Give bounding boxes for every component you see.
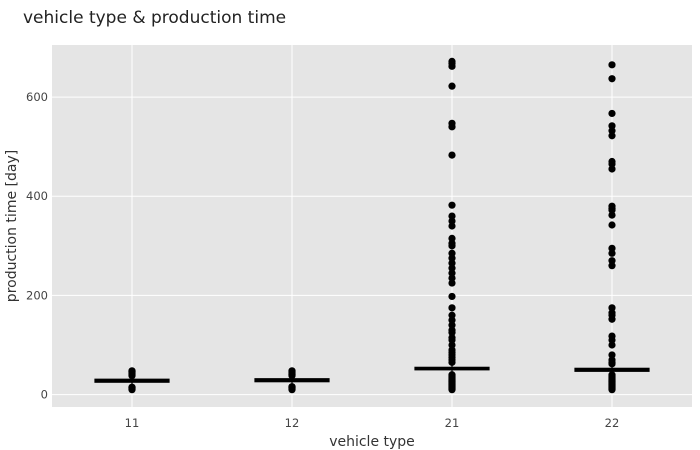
outlier-point bbox=[288, 383, 296, 391]
outlier-point bbox=[448, 249, 456, 257]
outlier-point bbox=[608, 127, 616, 135]
x-tick-label: 12 bbox=[285, 416, 300, 430]
y-tick-label: 200 bbox=[26, 288, 48, 302]
y-tick-label: 0 bbox=[41, 388, 48, 402]
outlier-point bbox=[608, 122, 616, 130]
y-tick-labels: 0 200 400 600 bbox=[26, 90, 48, 402]
outlier-point bbox=[448, 316, 456, 324]
outlier-point bbox=[448, 254, 456, 262]
outlier-point bbox=[608, 341, 616, 349]
outlier-point bbox=[608, 351, 616, 359]
x-tick-label: 22 bbox=[605, 416, 620, 430]
outlier-point bbox=[608, 332, 616, 340]
x-tick-label: 11 bbox=[125, 416, 140, 430]
y-tick-label: 600 bbox=[26, 90, 48, 104]
y-axis-title: production time [day] bbox=[4, 150, 20, 302]
outlier-point bbox=[608, 157, 616, 166]
outlier-point bbox=[448, 311, 456, 319]
outlier-point bbox=[608, 244, 616, 252]
outlier-point bbox=[448, 234, 456, 242]
outlier-point bbox=[608, 304, 616, 312]
outlier-point bbox=[448, 346, 456, 354]
outlier-point bbox=[608, 257, 616, 265]
outlier-point bbox=[448, 212, 456, 220]
gridlines bbox=[52, 45, 692, 407]
outlier-point bbox=[288, 367, 296, 375]
outlier-point bbox=[448, 201, 456, 209]
outlier-point bbox=[448, 274, 456, 282]
outlier-point bbox=[608, 356, 616, 364]
outlier-point bbox=[608, 61, 616, 69]
outlier-point bbox=[448, 279, 456, 287]
y-tick-label: 400 bbox=[26, 189, 48, 203]
outlier-point bbox=[448, 304, 456, 312]
plot-panel bbox=[52, 45, 692, 407]
outlier-point bbox=[608, 221, 616, 229]
outlier-point bbox=[448, 82, 456, 90]
outlier-point bbox=[128, 367, 136, 375]
chart-title: vehicle type & production time bbox=[23, 8, 286, 28]
outlier-point bbox=[448, 326, 456, 334]
outlier-point bbox=[448, 259, 456, 267]
outlier-point bbox=[448, 371, 456, 379]
outlier-point bbox=[608, 309, 616, 317]
outlier-point bbox=[608, 165, 616, 173]
outlier-point bbox=[448, 333, 456, 342]
outlier-point bbox=[448, 151, 456, 159]
outlier-point bbox=[448, 341, 456, 349]
outlier-point bbox=[608, 249, 616, 257]
x-tick-labels: 11 12 21 22 bbox=[125, 416, 620, 430]
outlier-point bbox=[128, 383, 136, 391]
outlier-point bbox=[608, 202, 616, 210]
outlier-point bbox=[448, 269, 456, 277]
outlier-point bbox=[608, 262, 616, 270]
outlier-point bbox=[448, 239, 456, 247]
x-axis-title: vehicle type bbox=[329, 434, 415, 450]
outlier-point bbox=[448, 264, 456, 272]
outlier-point bbox=[448, 217, 456, 225]
outlier-point bbox=[608, 211, 616, 219]
outlier-point bbox=[608, 109, 616, 118]
outlier-points bbox=[128, 57, 616, 394]
outlier-point bbox=[448, 57, 456, 65]
outlier-point bbox=[448, 321, 456, 329]
outlier-point bbox=[608, 75, 616, 83]
x-tick-label: 21 bbox=[445, 416, 460, 430]
outlier-point bbox=[608, 371, 616, 379]
outlier-point bbox=[608, 132, 616, 140]
outlier-point bbox=[448, 119, 456, 127]
outlier-point bbox=[448, 222, 456, 230]
outlier-point bbox=[448, 292, 456, 301]
